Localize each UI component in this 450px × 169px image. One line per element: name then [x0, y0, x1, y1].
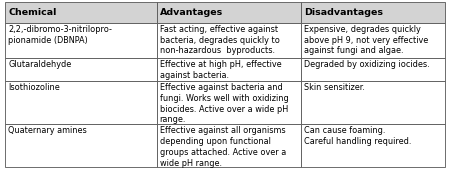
Bar	[5, 81, 157, 124]
Bar	[5, 2, 157, 23]
Text: Can cause foaming.
Careful handling required.: Can cause foaming. Careful handling requ…	[304, 126, 411, 146]
Text: Effective against bacteria and
fungi. Works well with oxidizing
biocides. Active: Effective against bacteria and fungi. Wo…	[160, 83, 288, 124]
Text: Effective at high pH, effective
against bacteria.: Effective at high pH, effective against …	[160, 60, 281, 80]
Text: Degraded by oxidizing iocides.: Degraded by oxidizing iocides.	[304, 60, 429, 69]
Bar	[5, 23, 157, 58]
Text: Quaternary amines: Quaternary amines	[8, 126, 87, 135]
Bar	[301, 2, 445, 23]
Bar	[5, 58, 157, 81]
Text: Disadvantages: Disadvantages	[304, 8, 382, 17]
Text: Effective against all organisms
depending upon functional
groups attached. Activ: Effective against all organisms dependin…	[160, 126, 286, 167]
Text: Fast acting, effective against
bacteria, degrades quickly to
non-hazardous  bypr: Fast acting, effective against bacteria,…	[160, 25, 279, 55]
Text: Glutaraldehyde: Glutaraldehyde	[8, 60, 72, 69]
Bar	[301, 23, 445, 58]
Bar	[301, 124, 445, 167]
Text: Skin sensitizer.: Skin sensitizer.	[304, 83, 364, 92]
Text: Expensive, degrades quickly
above pH 9, not very effective
against fungi and alg: Expensive, degrades quickly above pH 9, …	[304, 25, 428, 55]
Text: Isothiozoline: Isothiozoline	[8, 83, 60, 92]
Bar	[157, 124, 301, 167]
Text: Chemical: Chemical	[8, 8, 57, 17]
Bar	[157, 2, 301, 23]
Text: Advantages: Advantages	[160, 8, 223, 17]
Bar	[157, 58, 301, 81]
Bar	[301, 58, 445, 81]
Text: 2,2,-dibromo-3-nitrilopro-
pionamide (DBNPA): 2,2,-dibromo-3-nitrilopro- pionamide (DB…	[8, 25, 112, 45]
Bar	[5, 124, 157, 167]
Bar	[157, 23, 301, 58]
Bar	[301, 81, 445, 124]
Bar	[157, 81, 301, 124]
